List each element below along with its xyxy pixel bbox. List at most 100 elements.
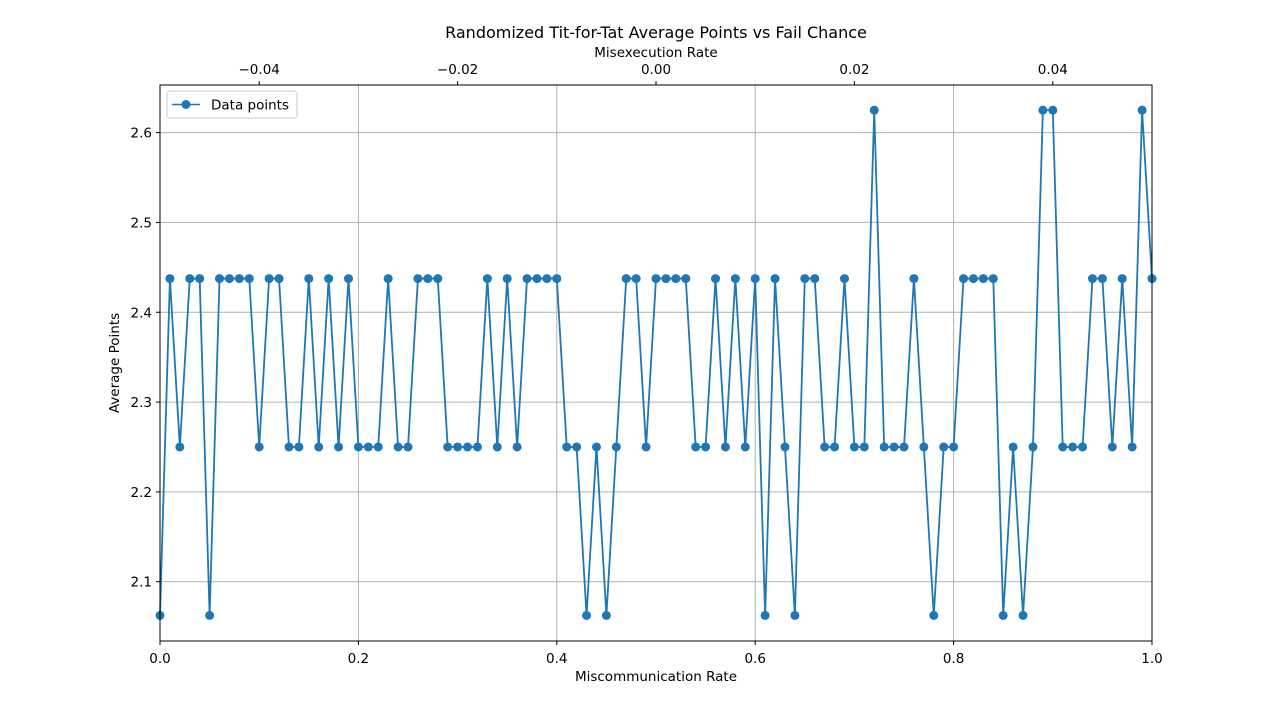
x-tick-label: 0.2 [348,651,369,667]
data-point [830,442,840,452]
data-point [314,442,324,452]
data-point [423,274,433,284]
data-point [254,442,264,452]
data-point [978,274,988,284]
grid-lines [159,85,1153,641]
data-point [939,442,949,452]
data-point [383,274,393,284]
data-point [532,274,542,284]
data-point [165,274,175,284]
data-point [800,274,810,284]
data-point [591,442,601,452]
x-axis-label: Miscommunication Rate [575,669,737,685]
data-point [1127,442,1137,452]
x-tick-label: 0.0 [149,651,170,667]
data-point [363,442,373,452]
data-point [909,274,919,284]
data-point [1137,105,1147,115]
legend: Data points [166,90,298,119]
data-point [1068,442,1078,452]
data-point [1048,105,1058,115]
data-point [502,274,512,284]
data-point [839,274,849,284]
x-tick-label: 0.4 [546,651,567,667]
data-point [472,442,482,452]
data-point [175,442,185,452]
y-tick-label: 2.5 [131,215,152,231]
data-point [711,274,721,284]
data-point [1078,442,1088,452]
data-point [701,442,711,452]
data-point [324,274,334,284]
data-point [443,442,453,452]
data-point [720,442,730,452]
y-tick-label: 2.4 [131,305,152,321]
data-point [1018,610,1028,620]
data-point [334,442,344,452]
data-point [195,274,205,284]
data-point [403,442,413,452]
data-point [1107,442,1117,452]
x-tick-label: 0.8 [943,651,964,667]
data-point [889,442,899,452]
data-point [730,274,740,284]
data-point [264,274,274,284]
data-point [413,274,423,284]
data-point [651,274,661,284]
data-point [750,274,760,284]
data-point [1038,105,1048,115]
data-point [929,610,939,620]
data-point [949,442,959,452]
data-point [601,610,611,620]
data-point [1087,274,1097,284]
top-axis-ticks: −0.04 −0.02 0.00 0.02 0.04 [239,62,1068,85]
data-point [760,610,770,620]
data-point [691,442,701,452]
y-tick-label: 2.1 [131,575,152,591]
data-point [879,442,889,452]
data-point [463,442,473,452]
plot-area [155,105,1157,620]
top-tick-label: −0.04 [239,62,280,78]
data-point [562,442,572,452]
data-point [453,442,463,452]
data-point [522,274,532,284]
chart-title: Randomized Tit-for-Tat Average Points vs… [445,23,867,42]
data-point [572,442,582,452]
data-point [611,442,621,452]
data-point [1058,442,1068,452]
data-point [859,442,869,452]
data-point [968,274,978,284]
data-point [899,442,909,452]
data-point [353,442,363,452]
data-point [433,274,443,284]
data-point [234,274,244,284]
x-tick-label: 1.0 [1141,651,1162,667]
y-tick-label: 2.6 [131,126,152,142]
data-point [810,274,820,284]
data-point [512,442,522,452]
data-point [770,274,780,284]
top-axis-label: Misexecution Rate [594,45,717,61]
data-point [661,274,671,284]
data-point [820,442,830,452]
data-point [1008,442,1018,452]
data-point [274,274,284,284]
x-tick-label: 0.6 [744,651,765,667]
data-point [998,610,1008,620]
y-axis-ticks: 2.1 2.2 2.3 2.4 2.5 2.6 [131,126,160,591]
data-point [294,442,304,452]
data-point [988,274,998,284]
data-point [215,274,225,284]
data-point [959,274,969,284]
data-point [641,442,651,452]
data-point [671,274,681,284]
top-tick-label: 0.02 [839,62,869,78]
legend-marker-swatch [181,100,191,109]
top-tick-label: 0.04 [1038,62,1068,78]
data-point [185,274,195,284]
data-point [790,610,800,620]
data-point [869,105,879,115]
